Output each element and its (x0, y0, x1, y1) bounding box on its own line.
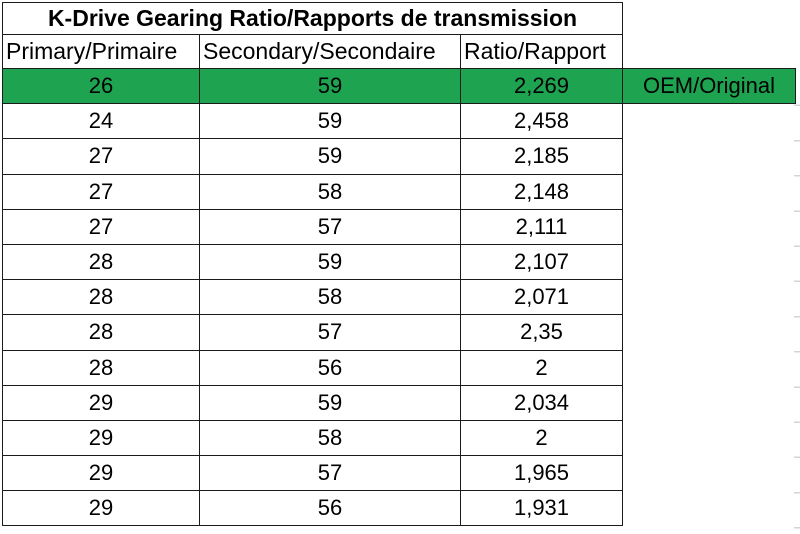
empty-cell (623, 174, 796, 209)
table-row: 29 56 1,931 (2, 490, 796, 527)
cell-secondary: 58 (199, 419, 461, 457)
cell-ratio: 2,35 (460, 314, 623, 351)
cell-secondary: 59 (199, 103, 461, 140)
cell-primary: 27 (2, 173, 200, 210)
cell-primary: 28 (2, 314, 200, 351)
cell-ratio: 2 (460, 419, 623, 457)
table-row: 29 59 2,034 (2, 384, 796, 421)
cell-secondary: 56 (199, 490, 461, 527)
cell-ratio: 2,107 (460, 243, 623, 281)
cell-ratio: 2,185 (460, 138, 623, 175)
empty-cell (623, 35, 796, 69)
column-header-secondary: Secondary/Secondaire (199, 34, 461, 69)
cell-ratio: 2 (460, 349, 623, 386)
cell-secondary: 59 (199, 243, 461, 281)
spreadsheet-gridline-stubs (794, 71, 800, 531)
cell-ratio: 2,148 (460, 173, 623, 210)
table-row: 29 58 2 (2, 419, 796, 457)
gearing-ratio-table: K-Drive Gearing Ratio/Rapports de transm… (2, 2, 796, 527)
empty-cell (623, 491, 796, 526)
cell-secondary: 59 (199, 138, 461, 175)
cell-ratio: 2,111 (460, 208, 623, 245)
cell-secondary: 59 (199, 384, 461, 421)
table-row: 27 57 2,111 (2, 208, 796, 245)
table-row: 28 59 2,107 (2, 243, 796, 281)
table-row: 28 57 2,35 (2, 314, 796, 351)
empty-cell (623, 420, 796, 455)
table-header-row: Primary/Primaire Secondary/Secondaire Ra… (2, 34, 796, 69)
table-row: 27 59 2,185 (2, 138, 796, 175)
cell-secondary: 58 (199, 173, 461, 210)
cell-ratio: 2,269 (460, 67, 623, 105)
cell-primary: 24 (2, 103, 200, 140)
empty-cell (623, 350, 796, 385)
cell-secondary: 58 (199, 279, 461, 316)
cell-secondary: 57 (199, 314, 461, 351)
column-header-primary: Primary/Primaire (2, 34, 200, 69)
table-row: 29 57 1,965 (2, 455, 796, 492)
cell-primary: 27 (2, 208, 200, 245)
table-row: 27 58 2,148 (2, 173, 796, 210)
cell-primary: 28 (2, 349, 200, 386)
empty-cell (623, 209, 796, 244)
empty-cell (623, 104, 796, 139)
table-row: 28 58 2,071 (2, 279, 796, 316)
cell-ratio: 1,931 (460, 490, 623, 527)
cell-primary: 28 (2, 243, 200, 281)
empty-cell (623, 456, 796, 491)
cell-primary: 29 (2, 455, 200, 492)
empty-cell (623, 3, 796, 35)
cell-primary: 26 (2, 67, 200, 105)
empty-cell (623, 385, 796, 420)
table-row: 28 56 2 (2, 349, 796, 386)
cell-primary: 27 (2, 138, 200, 175)
column-header-ratio: Ratio/Rapport (460, 34, 623, 69)
cell-secondary: 57 (199, 208, 461, 245)
cell-primary: 29 (2, 490, 200, 527)
cell-ratio: 2,071 (460, 279, 623, 316)
empty-cell (623, 280, 796, 315)
cell-ratio: 1,965 (460, 455, 623, 492)
table-title-row: K-Drive Gearing Ratio/Rapports de transm… (2, 2, 796, 35)
table-title: K-Drive Gearing Ratio/Rapports de transm… (2, 2, 623, 35)
cell-primary: 29 (2, 384, 200, 421)
empty-cell (623, 244, 796, 279)
cell-secondary: 57 (199, 455, 461, 492)
cell-ratio: 2,034 (460, 384, 623, 421)
table-row: 24 59 2,458 (2, 103, 796, 140)
cell-secondary: 56 (199, 349, 461, 386)
cell-primary: 29 (2, 419, 200, 457)
empty-cell (623, 139, 796, 174)
oem-note-cell: OEM/Original (622, 67, 796, 105)
cell-primary: 28 (2, 279, 200, 316)
empty-cell (623, 315, 796, 350)
table-row-oem: 26 59 2,269 OEM/Original (2, 67, 796, 105)
cell-secondary: 59 (199, 67, 461, 105)
cell-ratio: 2,458 (460, 103, 623, 140)
